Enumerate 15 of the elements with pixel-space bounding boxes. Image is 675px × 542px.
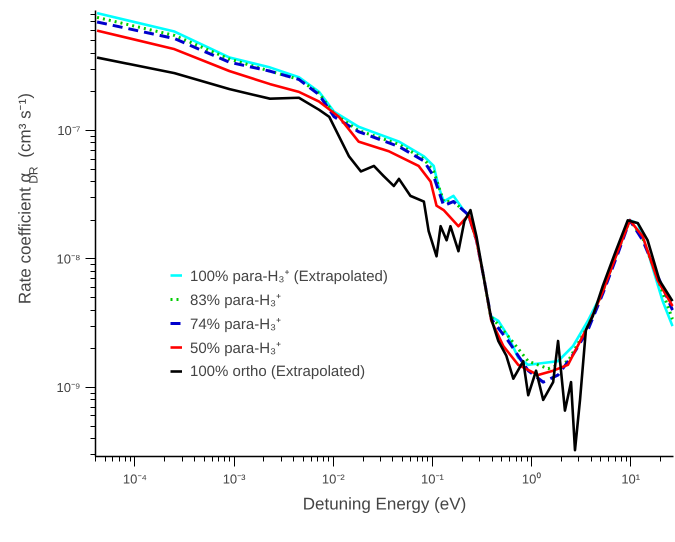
y-tick-label: 10⁻⁸ bbox=[56, 251, 81, 266]
legend-label: 83% para-H₃⁺ bbox=[190, 291, 282, 309]
x-axis-title: Detuning Energy (eV) bbox=[302, 494, 466, 514]
x-tick-label: 10⁻¹ bbox=[421, 472, 444, 486]
y-tick-label: 10⁻⁷ bbox=[57, 123, 81, 138]
x-tick-label: 10⁻² bbox=[322, 472, 346, 486]
x-tick-label: 10⁻³ bbox=[222, 472, 246, 486]
y-tick-label: 10⁻⁹ bbox=[56, 380, 81, 395]
legend-label: 50% para-H₃⁺ bbox=[190, 339, 282, 357]
legend-label: 74% para-H₃⁺ bbox=[190, 315, 282, 333]
legend-label: 100% para-H₃⁺ (Extrapolated) bbox=[190, 267, 388, 285]
x-tick-label: 10¹ bbox=[621, 472, 641, 486]
x-tick-label: 10⁰ bbox=[522, 472, 542, 486]
legend-label: 100% ortho (Extrapolated) bbox=[190, 362, 366, 380]
x-tick-label: 10⁻⁴ bbox=[122, 472, 147, 486]
